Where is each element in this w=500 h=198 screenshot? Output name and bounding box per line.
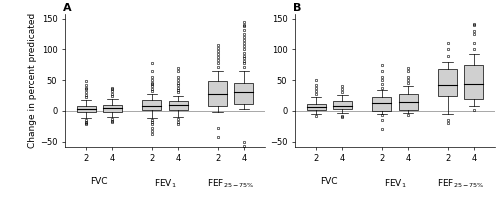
Bar bbox=[398, 94, 417, 110]
Bar bbox=[142, 100, 162, 110]
Text: FVC: FVC bbox=[320, 177, 338, 186]
Text: FEV$_1$: FEV$_1$ bbox=[384, 177, 406, 189]
Bar bbox=[168, 101, 188, 110]
Bar bbox=[372, 97, 392, 111]
Bar bbox=[76, 106, 96, 112]
Bar bbox=[464, 65, 483, 99]
Bar bbox=[438, 69, 457, 96]
Bar bbox=[306, 104, 326, 110]
Bar bbox=[234, 83, 254, 104]
Text: B: B bbox=[293, 3, 302, 12]
Y-axis label: Change in percent predicated: Change in percent predicated bbox=[28, 12, 37, 148]
Text: FEV$_1$: FEV$_1$ bbox=[154, 177, 176, 189]
Text: A: A bbox=[63, 3, 72, 12]
Bar bbox=[208, 81, 227, 106]
Text: FEF$_{25-75\%}$: FEF$_{25-75\%}$ bbox=[207, 177, 254, 189]
Bar bbox=[103, 105, 122, 112]
Text: FVC: FVC bbox=[90, 177, 108, 186]
Text: FEF$_{25-75\%}$: FEF$_{25-75\%}$ bbox=[437, 177, 484, 189]
Bar bbox=[333, 101, 352, 109]
